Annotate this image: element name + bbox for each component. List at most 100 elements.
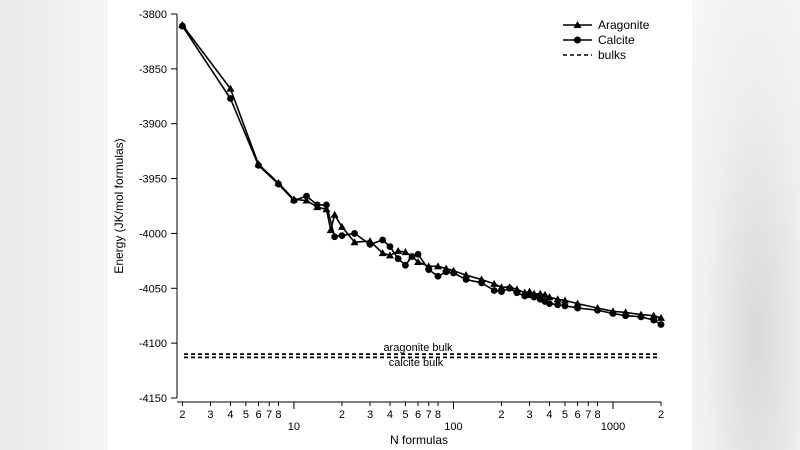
aragonite-point-16 [401,248,410,256]
y-tick-label-1: -3850 [139,64,167,76]
calcite-point-37 [594,306,601,314]
aragonite-point-33 [541,290,550,298]
aragonite-point-20 [433,262,442,270]
y-ticks: -3800 -3850 -3900 -3950 -4000 -4050 -4100 -4150 [139,9,177,405]
calcite-point-21 [450,269,457,277]
calcite-point-6 [313,201,321,209]
calcite-point-27 [513,289,521,297]
legend-aragonite-marker [573,21,582,28]
legend-calcite-marker [574,36,581,44]
x-tick-label-4: 6 [255,409,261,421]
y-tick-label-0: -3800 [139,9,167,21]
calcite-point-1 [227,95,234,102]
y-tick-label-3: -3950 [139,174,167,186]
x-tick-label-12: 6 [415,409,421,421]
aragonite-bulk-label: aragonite bulk [383,342,453,354]
x-tick-label-8: 2 [339,409,345,421]
x-tick-label-9: 3 [367,409,373,421]
calcite-bulk-label: calcite bulk [389,357,444,369]
calcite-point-39 [622,312,630,320]
calcite-point-42 [657,321,665,328]
x-tick-label-10: 4 [387,409,393,421]
aragonite-point-18 [414,257,423,265]
chart-panel [108,0,692,450]
calcite-point-19 [434,272,442,280]
x-tick-label-22: 8 [594,409,600,421]
axes [176,14,661,403]
calcite-point-0 [179,22,186,30]
aragonite-point-37 [573,299,582,307]
aragonite-point-1 [226,84,235,92]
y-tick-label-2: -3900 [139,119,167,131]
aragonite-point-26 [497,283,506,291]
calcite-point-35 [561,302,569,310]
aragonite-point-36 [560,296,569,304]
x-axis-title: N formulas [390,433,448,447]
calcite-point-8 [331,233,339,241]
legend: Aragonite Calcite bulks [563,18,650,62]
aragonite-point-13 [378,249,387,257]
x-tick-label-19: 5 [562,409,568,421]
x-tick-label-0: 2 [179,409,185,421]
aragonite-point-10 [337,222,346,230]
calcite-point-41 [650,316,658,324]
calcite-point-4 [290,197,298,204]
y-tick-label-4: -4000 [139,228,167,240]
x-tick-label-15: 100 [444,421,462,433]
legend-calcite-label: Calcite [598,33,635,47]
x-tick-label-1: 3 [207,409,213,421]
x-tick-label-2: 4 [227,409,233,421]
x-tick-label-11: 5 [402,409,408,421]
calcite-point-15 [402,261,409,269]
calcite-point-3 [275,180,282,188]
x-tick-label-16: 2 [498,409,504,421]
calcite-point-40 [637,313,645,321]
x-tick-label-18: 4 [546,409,552,421]
calcite-point-20 [442,268,450,276]
calcite-point-36 [574,304,581,312]
x-tick-label-5: 7 [266,409,272,421]
aragonite-point-34 [545,293,554,301]
x-tick-label-20: 6 [575,409,581,421]
aragonite-point-9 [330,210,339,218]
aragonite-line [181,24,662,319]
x-tick-label-7: 10 [288,421,300,433]
aragonite-point-15 [394,246,403,254]
calcite-point-22 [462,276,470,283]
calcite-point-34 [554,301,562,309]
calcite-point-17 [414,250,422,258]
aragonite-point-25 [490,279,499,287]
calcite-point-38 [609,310,617,317]
calcite-point-25 [498,288,505,295]
x-tick-label-17: 3 [526,409,532,421]
calcite-point-13 [386,243,394,250]
aragonite-point-35 [553,295,562,303]
x-tick-label-23: 1000 [601,421,625,433]
aragonite-point-11 [350,238,359,246]
aragonite-point-42 [649,311,658,319]
background-right [692,0,800,450]
background-left [0,0,108,450]
aragonite-point-14 [385,251,394,259]
y-tick-label-7: -4150 [139,393,167,405]
x-tick-label-14: 8 [435,409,441,421]
x-tick-label-13: 7 [426,409,432,421]
calcite-point-26 [506,284,514,292]
aragonite-point-5 [302,196,311,204]
calcite-point-7 [323,201,330,209]
calcite-point-12 [379,236,387,244]
calcite-point-2 [255,162,262,169]
calcite-point-10 [351,230,358,237]
calcite-point-18 [425,266,433,274]
y-tick-label-6: -4100 [139,338,167,350]
x-tick-label-21: 7 [585,409,591,421]
reference-lines [184,353,660,359]
x-tick-label-3: 5 [243,409,249,421]
legend-aragonite-label: Aragonite [598,18,650,32]
calcite-point-11 [366,241,374,248]
calcite-point-30 [530,293,538,301]
aragonite-point-32 [536,289,545,297]
aragonite-point-43 [657,313,665,321]
aragonite-point-23 [462,271,471,279]
